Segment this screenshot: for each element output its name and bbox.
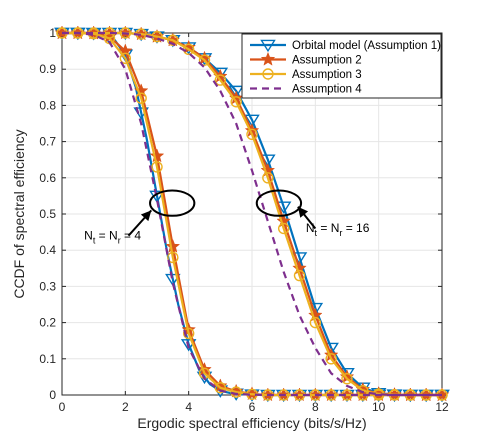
- series-layer: [54, 25, 450, 403]
- star-marker: [292, 260, 307, 275]
- annotation-label: Nt = Nr = 4: [84, 228, 141, 245]
- y-tick-label: 1: [49, 26, 56, 40]
- y-tick-label: 0.9: [39, 62, 56, 76]
- circle-marker: [151, 161, 163, 173]
- legend-entry: Assumption 4: [250, 84, 362, 96]
- y-tick-label: 0.8: [39, 98, 56, 112]
- y-tick-label: 0.1: [39, 352, 56, 366]
- circle-marker: [214, 382, 227, 394]
- triangle-marker: [260, 39, 276, 53]
- y-tick-label: 0.5: [39, 207, 56, 221]
- x-axis-title: Ergodic spectral efficiency (bits/s/Hz): [137, 415, 366, 431]
- series-line: [62, 31, 442, 397]
- triangle-marker: [180, 339, 197, 352]
- x-tick-label: 6: [249, 400, 256, 414]
- circle-marker: [262, 68, 274, 80]
- star-marker: [276, 213, 291, 228]
- circle-marker: [119, 27, 132, 39]
- circle-marker: [135, 92, 147, 104]
- annotation-2: Nt = Nr = 16: [255, 189, 370, 238]
- legend-label: Assumption 4: [292, 84, 362, 96]
- annotation-arrow-head: [297, 206, 309, 218]
- axes: 0 2 4 6 8 10 12 0 0.1 0.2 0.3 0.4 0.5 0.6 0.7 0.8 0.9 1: [39, 26, 449, 414]
- y-tick-label: 0.4: [39, 243, 56, 257]
- circle-marker: [293, 269, 306, 282]
- star-marker: [260, 162, 276, 177]
- legend-label: Orbital model (Assumption 1): [292, 40, 441, 52]
- triangle-marker: [244, 114, 260, 128]
- annotation-1: Nt = Nr = 4: [84, 189, 196, 245]
- circle-marker: [230, 386, 242, 398]
- circle-marker: [277, 389, 290, 401]
- legend: Orbital model (Assumption 1) Assumption 2…: [241, 33, 442, 99]
- legend-entry: Assumption 3: [250, 68, 362, 81]
- x-tick-label: 4: [185, 400, 192, 414]
- star-marker: [308, 307, 323, 322]
- y-tick-label: 0.3: [39, 279, 56, 293]
- circle-marker: [182, 327, 195, 340]
- series-4: [62, 31, 442, 397]
- legend-entry: Orbital model (Assumption 1): [250, 39, 441, 53]
- x-tick-label: 2: [122, 400, 129, 414]
- annotation-ellipse: [255, 189, 303, 217]
- y-axis-title: CCDF of spectral efficiency: [11, 129, 27, 298]
- series-line: [62, 31, 442, 397]
- circle-marker: [341, 373, 353, 385]
- legend-label: Assumption 3: [292, 69, 362, 81]
- star-marker: [260, 51, 276, 66]
- annotation-ellipse: [149, 189, 196, 217]
- x-tick-label: 10: [372, 400, 386, 414]
- circle-marker: [167, 251, 179, 264]
- circle-marker: [167, 34, 179, 46]
- circle-marker: [119, 52, 132, 65]
- y-tick-label: 0.7: [39, 135, 56, 149]
- x-tick-label: 8: [312, 400, 319, 414]
- star-marker: [149, 148, 165, 163]
- triangle-marker: [165, 273, 181, 287]
- circle-marker: [72, 27, 84, 39]
- circle-marker: [309, 316, 322, 329]
- x-tick-label: 0: [59, 400, 66, 414]
- legend-label: Assumption 2: [292, 55, 362, 67]
- annotation-label: Nt = Nr = 16: [306, 221, 370, 238]
- circle-marker: [230, 96, 242, 108]
- star-marker: [165, 238, 181, 253]
- legend-entry: Assumption 2: [250, 51, 362, 67]
- circle-marker: [198, 54, 211, 66]
- star-marker: [118, 43, 133, 58]
- x-tick-label: 12: [435, 400, 449, 414]
- circle-marker: [262, 172, 274, 184]
- annotation-arrow-head: [140, 210, 152, 222]
- circle-marker: [246, 128, 258, 141]
- y-tick-label: 0.2: [39, 316, 56, 330]
- annotations: Nt = Nr = 4 Nt = Nr = 16: [84, 189, 370, 245]
- y-tick-label: 0: [49, 388, 56, 402]
- circle-marker: [325, 353, 337, 365]
- circle-marker: [325, 389, 337, 401]
- y-tick-label: 0.6: [39, 171, 56, 185]
- circle-marker: [277, 222, 290, 235]
- triangle-marker: [228, 85, 244, 99]
- circle-marker: [214, 74, 227, 86]
- star-marker: [133, 83, 149, 98]
